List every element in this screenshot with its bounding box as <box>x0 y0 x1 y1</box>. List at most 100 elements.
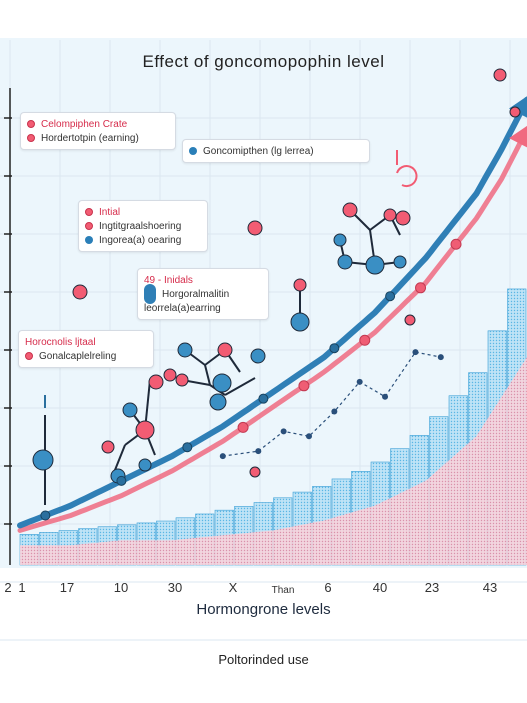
bond <box>114 444 126 471</box>
bond <box>224 377 256 396</box>
atom <box>333 233 347 247</box>
point-markers <box>40 238 462 521</box>
x-tick-label: 2 <box>4 580 12 595</box>
blue-series-point <box>182 442 193 453</box>
x-tick-label: X <box>228 580 238 595</box>
pink-arrowhead <box>509 125 527 148</box>
atom <box>293 278 307 292</box>
chart-title: Effect of goncomopophin level <box>142 52 385 71</box>
x-tick-label: 30 <box>167 580 183 595</box>
x-tick-label: 6 <box>324 580 332 595</box>
pink-series-point <box>415 282 427 294</box>
legend-box: Horocnolis ljtaal Gonalcaplelreling <box>18 330 154 368</box>
atom <box>249 466 261 478</box>
atom <box>337 254 353 270</box>
legend-label: Ingorea(a) oearing <box>99 234 182 246</box>
pink-dot-icon <box>27 120 35 128</box>
legend-label: Horgoralmalitin <box>162 288 230 300</box>
atom <box>247 220 263 236</box>
atom <box>138 458 152 472</box>
atom <box>342 202 358 218</box>
legend-entry: Goncomipthen (lg lerrea) <box>189 144 363 158</box>
x-tick-label: 40 <box>372 580 388 595</box>
legend-box: 49 - Inidals Horgoralmalitin leorrela(a)ea… <box>137 268 269 320</box>
dashed-series-point <box>255 448 262 455</box>
blue-curve <box>17 96 527 529</box>
legend-entry: Ingtitgraalshoering <box>85 219 201 233</box>
pink-series-point <box>298 380 310 392</box>
atom <box>217 342 233 358</box>
atom <box>148 374 164 390</box>
atom <box>395 210 411 226</box>
dashed-series-point <box>305 433 312 440</box>
atom <box>209 393 227 411</box>
legend-label: Goncomipthen (lg lerrea) <box>203 145 314 157</box>
x-tick-label: 23 <box>424 580 440 595</box>
legend-label: leorrela(a)earring <box>144 302 221 314</box>
pink-dot-icon <box>27 134 35 142</box>
legend-entry: Horgoralmalitin <box>144 284 262 304</box>
blue-series-point <box>329 343 340 354</box>
line-series <box>17 96 527 533</box>
atom <box>177 342 193 358</box>
legend-entry: leorrela(a)earring <box>144 301 262 315</box>
atom <box>365 255 385 275</box>
dashed-series-point <box>412 349 419 356</box>
atom <box>493 68 507 82</box>
pink-dot-icon <box>85 208 93 216</box>
legend-entry: Gonalcaplelreling <box>25 349 147 363</box>
capsule-icon <box>144 284 156 304</box>
atom <box>32 449 54 471</box>
pink-series-point <box>359 334 371 346</box>
blue-series-point <box>258 393 269 404</box>
pink-dot-icon <box>85 222 93 230</box>
atom <box>383 208 397 222</box>
legend-entry: Horocnolis ljtaal <box>25 335 147 349</box>
dashed-series-point <box>219 453 226 460</box>
atom <box>393 255 407 269</box>
molecule-illustrations <box>32 68 521 505</box>
pink-dot-icon <box>25 352 33 360</box>
legend-label: Gonalcaplelreling <box>39 350 117 362</box>
blue-series-point <box>385 291 396 302</box>
blue-dot-icon <box>85 236 93 244</box>
legend-label: Ingtitgraalshoering <box>99 220 182 232</box>
blue-series-point <box>40 510 51 521</box>
legend-label: 49 - Inidals <box>144 274 193 286</box>
x-tick-label: Than <box>271 585 295 596</box>
legend-entry: Hordertotpin (earning) <box>27 131 169 145</box>
dashed-series-point <box>331 408 338 415</box>
legend-label: Hordertotpin (earning) <box>41 132 139 144</box>
atom <box>509 106 521 118</box>
x-tick-label: 43 <box>482 580 498 595</box>
x-tick-label: 1 <box>18 580 26 595</box>
legend-entry: 49 - Inidals <box>144 273 262 287</box>
atom <box>135 420 155 440</box>
legend-box: Intial Ingtitgraalshoering Ingorea(a) oear… <box>78 200 208 252</box>
blue-dot-icon <box>189 147 197 155</box>
pink-series-point <box>450 238 462 250</box>
legend-entry: Intial <box>85 205 201 219</box>
atom <box>122 402 138 418</box>
pink-curve <box>17 126 527 533</box>
atom <box>175 373 189 387</box>
x-axis-label: Hormongrone levels <box>196 601 331 618</box>
legend-entry: Celompiphen Crate <box>27 117 169 131</box>
atom <box>404 314 416 326</box>
area-series <box>20 357 527 565</box>
atom <box>290 312 310 332</box>
footer-text: Poltorinded use <box>218 652 309 667</box>
dashed-series-point <box>280 428 287 435</box>
y-axis-ticks <box>4 117 12 525</box>
legend-entry: Ingorea(a) oearing <box>85 233 201 247</box>
legend-label: Celompiphen Crate <box>41 118 128 130</box>
legend-label: Intial <box>99 206 121 218</box>
pink-area <box>20 357 527 565</box>
dashed-series-point <box>356 378 363 385</box>
dashed-series-point <box>382 393 389 400</box>
x-tick-label: 17 <box>59 580 75 595</box>
atom <box>163 368 177 382</box>
annotation-ring <box>396 165 418 188</box>
legend-label: Horocnolis ljtaal <box>25 336 96 348</box>
